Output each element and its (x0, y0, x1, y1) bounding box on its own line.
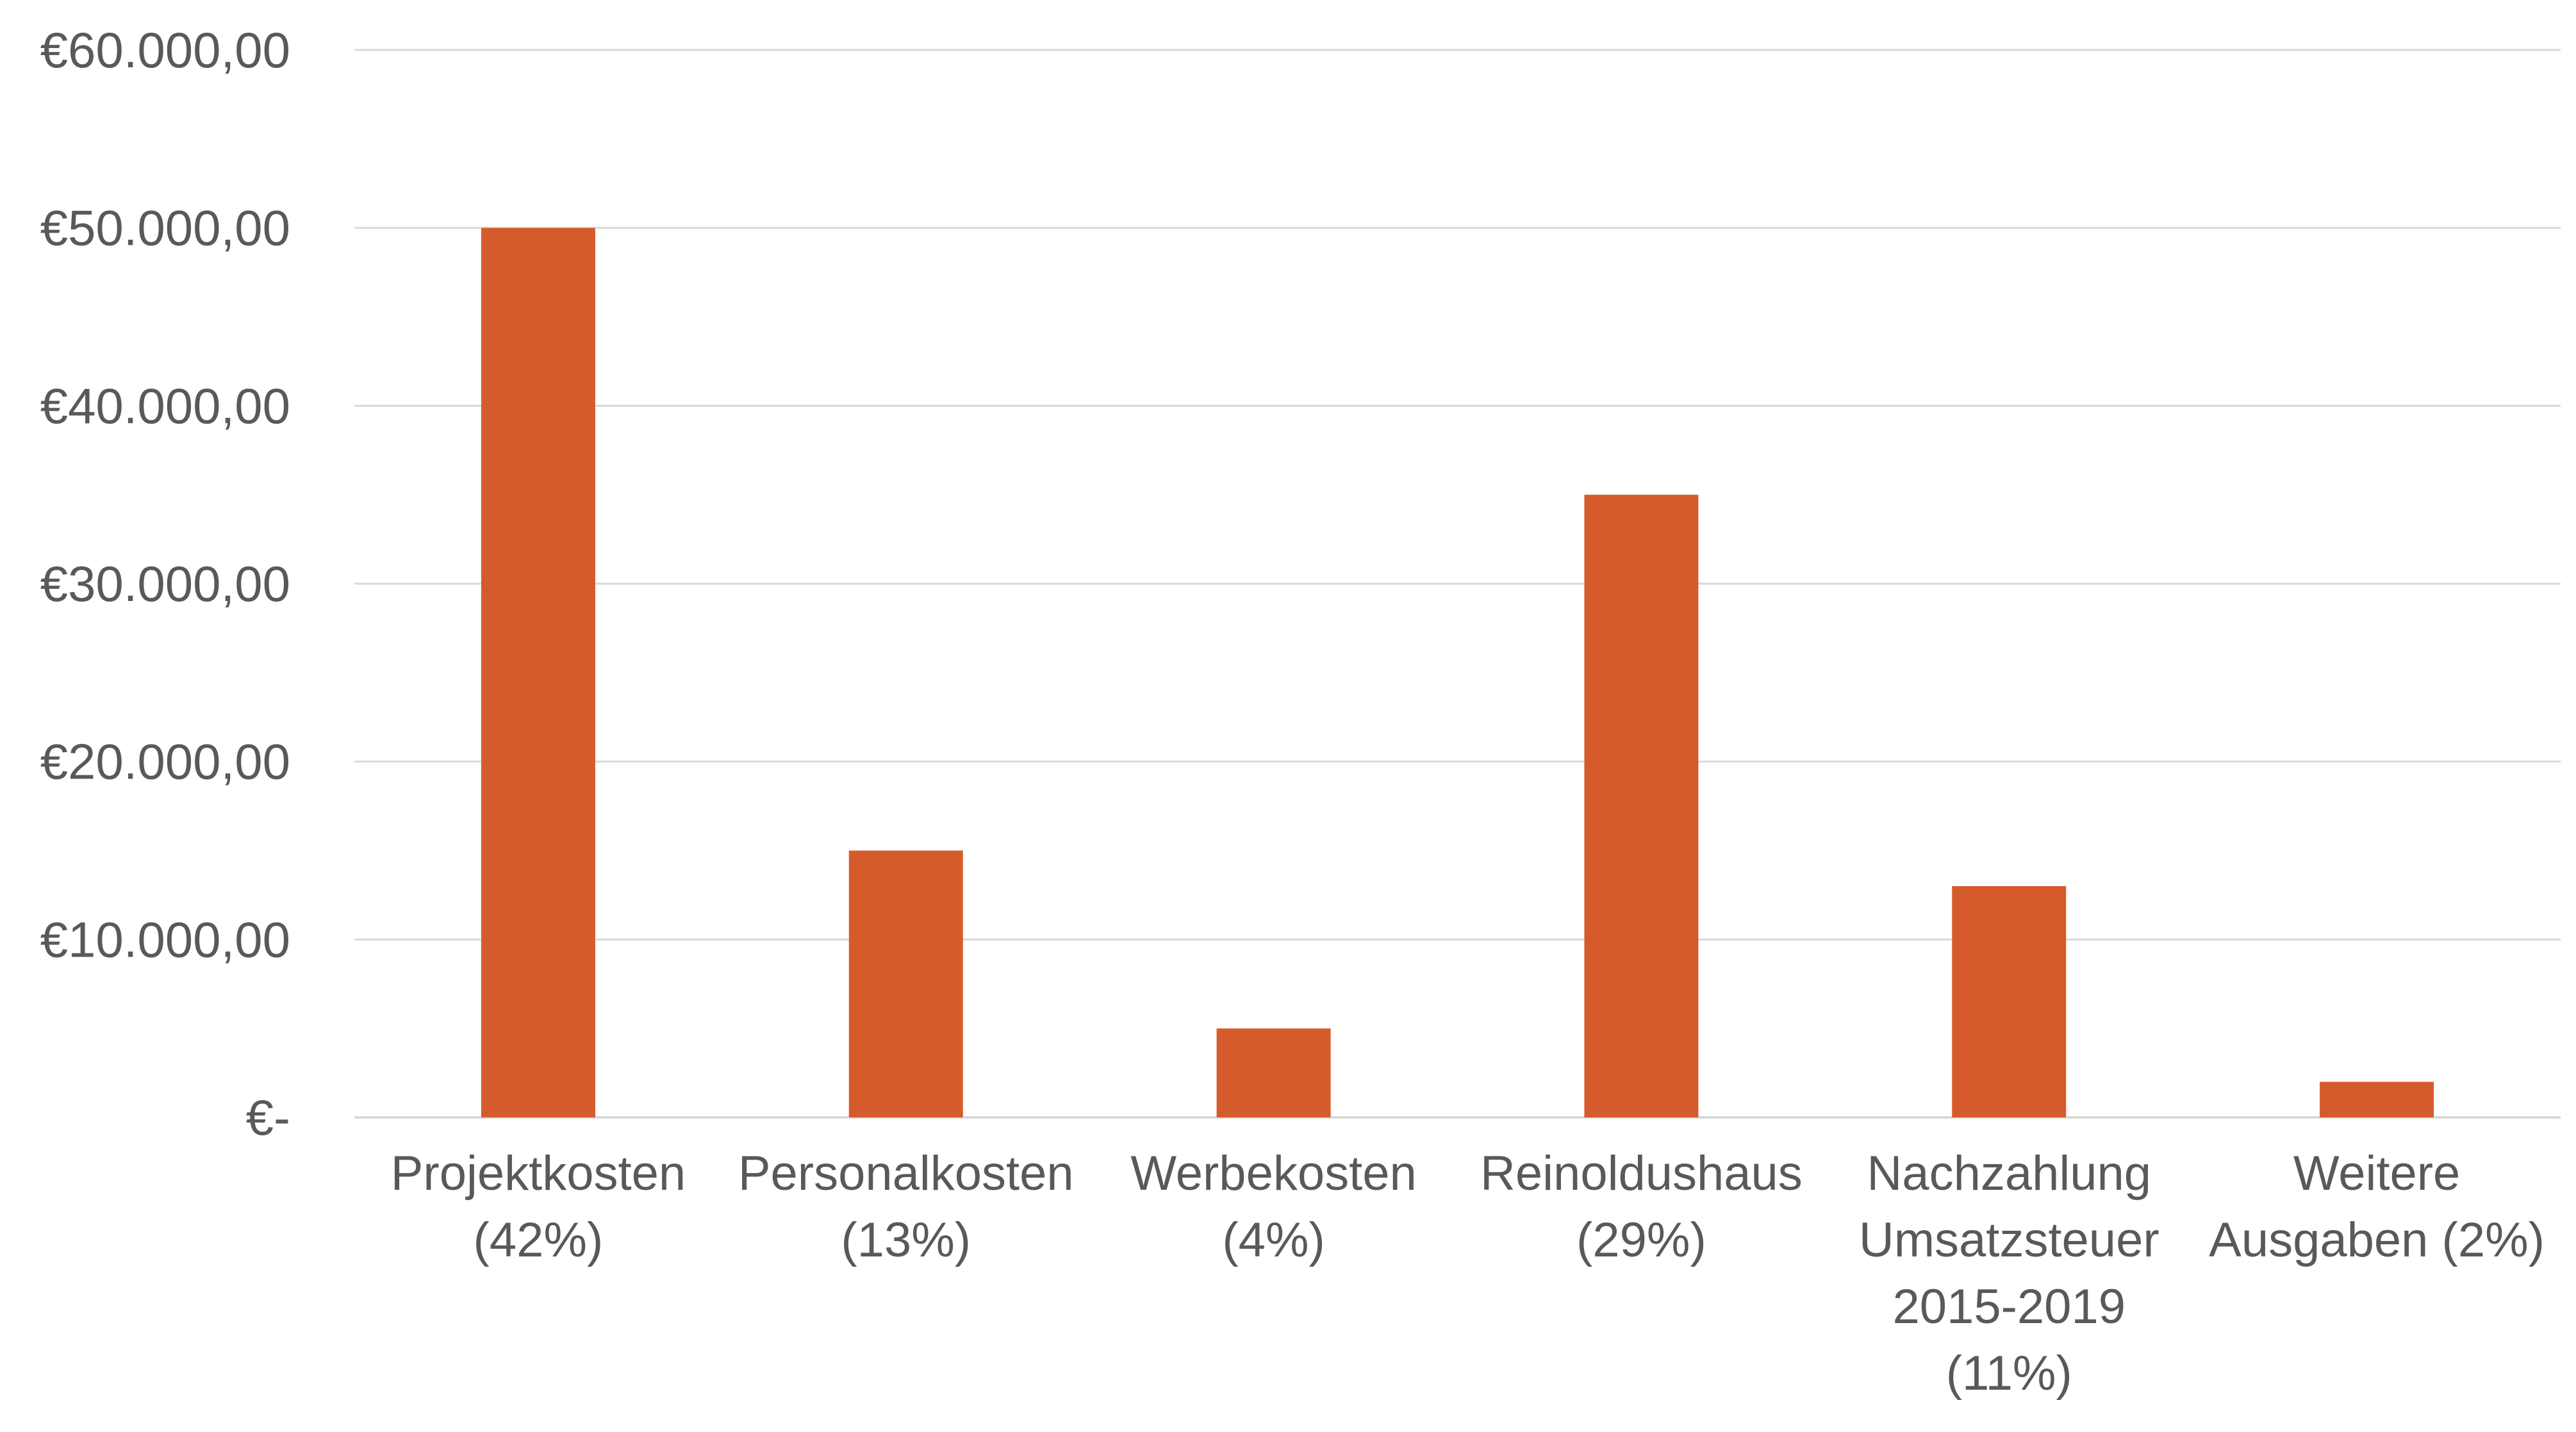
x-category-label: Projektkosten (42%) (391, 1146, 686, 1267)
x-category-label-line: Reinoldushaus (1480, 1146, 1803, 1201)
bar (1952, 886, 2067, 1117)
x-category-label-line: (29%) (1576, 1213, 1706, 1267)
bar (1584, 495, 1699, 1117)
bar (481, 227, 595, 1118)
x-category-label: Personalkosten (13%) (738, 1146, 1074, 1267)
x-category-label-line: Werbekosten (1130, 1146, 1416, 1201)
x-category-label-line: (11%) (1946, 1346, 2072, 1401)
bar (1216, 1028, 1331, 1117)
bar (2320, 1082, 2434, 1117)
x-category-label-line: Projektkosten (391, 1146, 686, 1201)
x-category-label-line: (13%) (841, 1213, 971, 1267)
x-category-label-line: Nachzahlung (1867, 1146, 2151, 1201)
y-tick-label: €20.000,00 (40, 734, 290, 790)
x-category-label: Nachzahlung Umsatzsteuer 2015-2019 (11%) (1859, 1146, 2159, 1401)
y-tick-label: €50.000,00 (40, 200, 290, 256)
y-tick-label: €30.000,00 (40, 556, 290, 612)
x-category-label-line: (4%) (1222, 1213, 1325, 1267)
x-category-label-line: (42%) (474, 1213, 604, 1267)
x-category-label: Werbekosten (4%) (1130, 1146, 1416, 1267)
x-category-label-line: 2015-2019 (1893, 1280, 2126, 1334)
bar (848, 850, 963, 1117)
x-category-label-line: Umsatzsteuer (1859, 1213, 2159, 1267)
y-tick-label: €40.000,00 (40, 377, 290, 434)
x-category-label-line: Weitere (2293, 1146, 2460, 1201)
x-category-label: Weitere Ausgaben (2%) (2209, 1146, 2545, 1267)
y-tick-label: €- (246, 1089, 290, 1146)
x-axis-category-labels: Projektkosten (42%) Personalkosten (13%) Wer… (391, 1146, 2545, 1401)
x-category-label: Reinoldushaus (29%) (1480, 1146, 1803, 1267)
x-category-label-line: Ausgaben (2%) (2209, 1213, 2545, 1267)
gridlines (354, 49, 2561, 1119)
bars (481, 227, 2434, 1118)
y-tick-label: €60.000,00 (40, 22, 290, 78)
y-tick-label: €10.000,00 (40, 911, 290, 967)
x-category-label-line: Personalkosten (738, 1146, 1074, 1201)
y-axis-tick-labels: €- €10.000,00 €20.000,00 €30.000,00 €40.000,… (40, 22, 290, 1146)
